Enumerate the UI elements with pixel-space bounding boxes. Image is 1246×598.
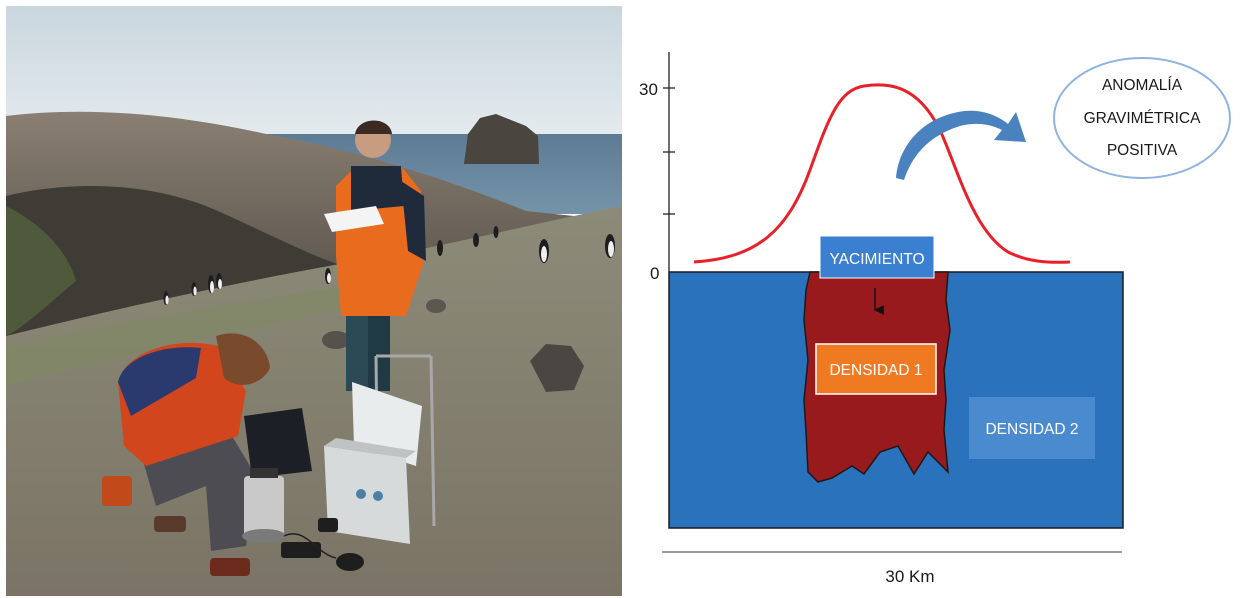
deposit-label: YACIMIENTO bbox=[829, 251, 924, 268]
rock bbox=[322, 331, 350, 349]
green-patch bbox=[6, 206, 76, 336]
deposit-label-box bbox=[819, 235, 935, 279]
field-survey-photo bbox=[6, 6, 622, 596]
anomaly-label-line-1: ANOMALÍA bbox=[1102, 77, 1183, 94]
gravity-anomaly-diagram: 30 0 ANOMALÍA GRAVIMÉTRICA POSITIVA YACI… bbox=[639, 52, 1231, 586]
y-tick-label-0: 0 bbox=[650, 264, 659, 283]
anomaly-curve bbox=[693, 83, 1071, 264]
density-1-label: DENSIDAD 1 bbox=[829, 362, 922, 379]
backpack bbox=[244, 408, 312, 478]
x-scale-label: 30 Km bbox=[885, 567, 934, 586]
gravimeter-icon bbox=[242, 468, 286, 543]
instrument-box bbox=[336, 553, 364, 571]
rock-islet-icon bbox=[464, 114, 539, 164]
cable bbox=[283, 533, 337, 559]
crouching-surveyor bbox=[102, 333, 270, 576]
instrument-box bbox=[281, 542, 321, 558]
density-2-box bbox=[969, 397, 1095, 459]
grass-strip bbox=[6, 286, 366, 386]
rock bbox=[426, 299, 446, 313]
density-2-label: DENSIDAD 2 bbox=[985, 421, 1078, 438]
density-1-box bbox=[815, 343, 937, 395]
steep-slope bbox=[6, 186, 366, 336]
rock bbox=[530, 344, 584, 392]
penguin-icon bbox=[163, 226, 615, 305]
standing-surveyor bbox=[324, 120, 426, 391]
equipment-case-icon bbox=[324, 354, 436, 544]
instrument-box bbox=[318, 518, 338, 532]
anomaly-label-line-2: GRAVIMÉTRICA bbox=[1084, 110, 1201, 127]
anomaly-callout bbox=[1053, 57, 1231, 179]
anomaly-label-line-3: POSITIVA bbox=[1107, 142, 1178, 159]
y-tick-label-30: 30 bbox=[639, 80, 658, 99]
curved-arrow-icon bbox=[896, 110, 1026, 180]
